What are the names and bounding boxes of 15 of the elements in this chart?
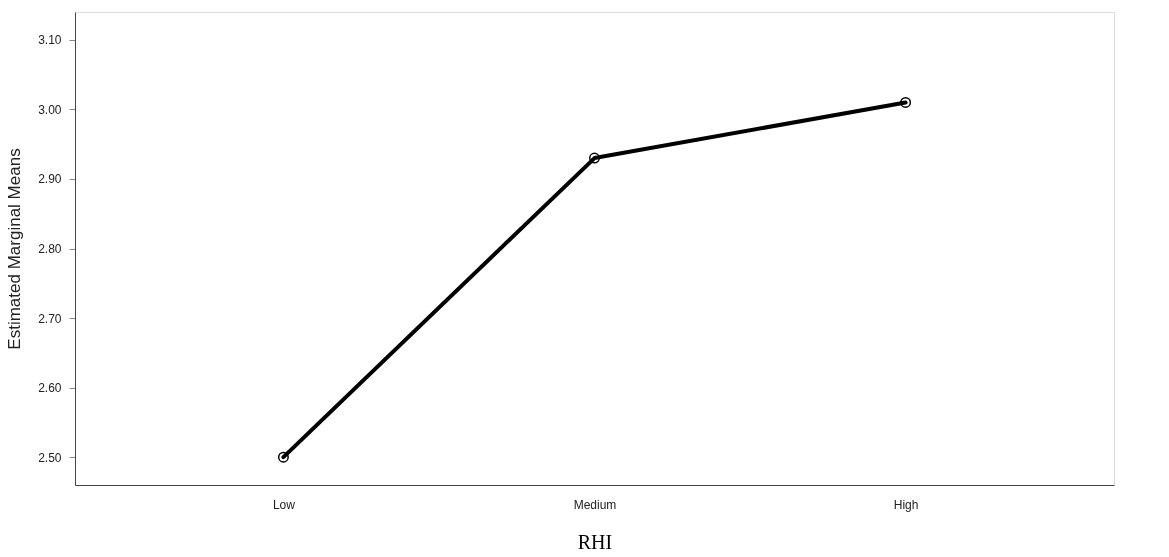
x-tick-label: High — [893, 497, 919, 512]
y-tick-label: 2.90 — [38, 172, 62, 187]
y-axis-title: Estimated Marginal Means — [5, 148, 25, 350]
x-tick-label: Low — [272, 497, 296, 512]
y-tick-label: 3.00 — [38, 102, 62, 117]
point — [277, 451, 289, 463]
x-tick-label: Medium — [573, 497, 617, 512]
y-tick-label: 2.80 — [38, 242, 62, 256]
point — [900, 96, 912, 108]
x-axis-title: RHI — [577, 530, 613, 553]
point — [589, 152, 600, 164]
y-tick-label: 2.50 — [38, 450, 62, 465]
y-tick-label: 2.60 — [38, 381, 62, 396]
y-tick-label: 2.70 — [38, 311, 62, 326]
y-tick-label: 3.10 — [38, 33, 62, 48]
